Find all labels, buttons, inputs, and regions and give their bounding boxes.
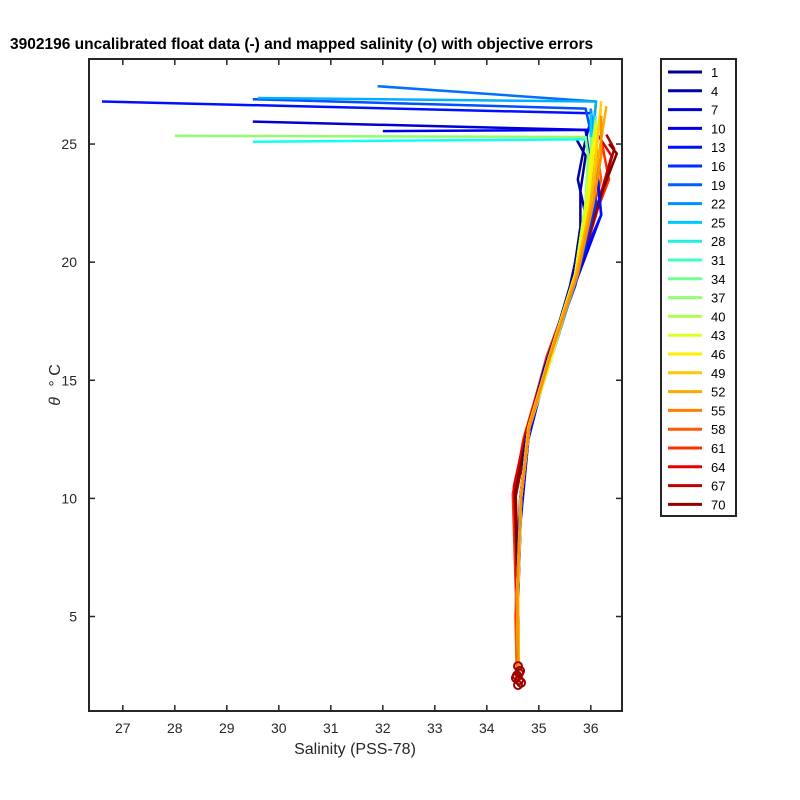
legend-entry-1: 1 xyxy=(668,65,718,80)
x-tick-label: 35 xyxy=(531,720,547,736)
legend-label: 43 xyxy=(711,328,725,343)
legend-entry-70: 70 xyxy=(668,497,725,512)
legend-label: 46 xyxy=(711,347,725,362)
legend-entry-25: 25 xyxy=(668,215,725,230)
legend-entry-61: 61 xyxy=(668,441,725,456)
series-line-70 xyxy=(515,115,603,678)
legend-entry-10: 10 xyxy=(668,121,725,136)
legend-label: 22 xyxy=(711,197,725,212)
x-tick-label: 33 xyxy=(427,720,443,736)
x-axis-ticks: 27 28 29 30 31 32 33 34 35 36 xyxy=(115,59,599,736)
x-tick-label: 30 xyxy=(271,720,287,736)
legend-entry-37: 37 xyxy=(668,291,725,306)
x-axis-label: Salinity (PSS-78) xyxy=(294,741,416,758)
legend-label: 61 xyxy=(711,441,725,456)
mapped-salinity-point xyxy=(514,668,525,679)
y-tick-label: 10 xyxy=(61,490,77,506)
legend-label: 55 xyxy=(711,403,725,418)
legend-label: 1 xyxy=(711,65,718,80)
legend-entry-31: 31 xyxy=(668,253,725,268)
legend-label: 52 xyxy=(711,385,725,400)
legend-label: 37 xyxy=(711,291,725,306)
legend-label: 4 xyxy=(711,84,718,99)
legend-label: 34 xyxy=(711,272,725,287)
legend-label: 16 xyxy=(711,159,725,174)
legend-entry-55: 55 xyxy=(668,403,725,418)
legend-entry-52: 52 xyxy=(668,385,725,400)
legend-entry-34: 34 xyxy=(668,272,725,287)
y-axis-label-symbol: θ xyxy=(47,397,64,406)
y-tick-label: 5 xyxy=(69,609,77,625)
legend-entry-19: 19 xyxy=(668,178,725,193)
legend-entry-64: 64 xyxy=(668,460,725,475)
axes-frame xyxy=(88,58,623,712)
legend-entry-58: 58 xyxy=(668,422,725,437)
x-tick-label: 29 xyxy=(219,720,235,736)
legend-label: 49 xyxy=(711,366,725,381)
y-axis-label-unit: ° C xyxy=(47,364,64,386)
x-tick-label: 27 xyxy=(115,720,131,736)
series-layer xyxy=(101,84,619,691)
legend-entry-43: 43 xyxy=(668,328,725,343)
legend-entry-22: 22 xyxy=(668,197,725,212)
legend-label: 70 xyxy=(711,497,725,512)
legend-label: 28 xyxy=(711,234,725,249)
legend-label: 64 xyxy=(711,460,725,475)
legend-entry-13: 13 xyxy=(668,140,725,155)
legend-entry-28: 28 xyxy=(668,234,725,249)
x-tick-label: 31 xyxy=(323,720,339,736)
x-tick-label: 28 xyxy=(167,720,183,736)
y-tick-label: 20 xyxy=(61,254,77,270)
legend-label: 7 xyxy=(711,103,718,118)
legend-box xyxy=(660,58,737,517)
legend-entry-4: 4 xyxy=(668,84,718,99)
chart-title: 3902196 uncalibrated float data (-) and … xyxy=(10,36,594,53)
legend-label: 67 xyxy=(711,479,725,494)
legend-entry-16: 16 xyxy=(668,159,725,174)
x-tick-label: 34 xyxy=(479,720,495,736)
y-axis-label: θ ° C xyxy=(47,364,64,406)
legend-entry-7: 7 xyxy=(668,103,718,118)
legend-entry-49: 49 xyxy=(668,366,725,381)
legend-label: 19 xyxy=(711,178,725,193)
legend-label: 58 xyxy=(711,422,725,437)
legend: 1 4 7 10 13 16 19 22 25 28 31 34 37 40 43 46 49 52 55 58 61 6… xyxy=(660,58,737,517)
legend-entry-46: 46 xyxy=(668,347,725,362)
y-tick-label: 25 xyxy=(61,136,77,152)
x-tick-label: 32 xyxy=(375,720,391,736)
legend-label: 31 xyxy=(711,253,725,268)
legend-entry-67: 67 xyxy=(668,479,725,494)
legend-label: 40 xyxy=(711,309,725,324)
y-axis-ticks: 5 10 15 20 25 xyxy=(61,136,622,625)
legend-label: 25 xyxy=(711,215,725,230)
x-tick-label: 36 xyxy=(583,720,599,736)
y-tick-label: 15 xyxy=(61,372,77,388)
legend-label: 10 xyxy=(711,121,725,136)
plot-background xyxy=(89,59,622,711)
legend-entry-40: 40 xyxy=(668,309,725,324)
legend-label: 13 xyxy=(711,140,725,155)
